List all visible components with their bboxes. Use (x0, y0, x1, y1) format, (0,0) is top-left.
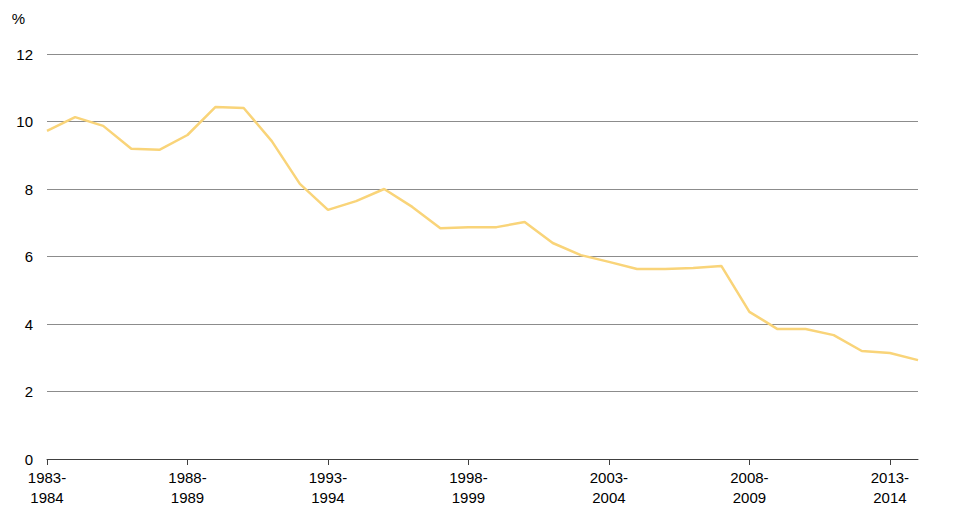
svg-text:8: 8 (25, 181, 33, 198)
svg-text:1994: 1994 (311, 489, 344, 506)
svg-text:2009: 2009 (733, 489, 766, 506)
svg-text:4: 4 (25, 316, 33, 333)
svg-text:6: 6 (25, 248, 33, 265)
svg-text:10: 10 (16, 113, 33, 130)
svg-text:2008-: 2008- (730, 469, 768, 486)
svg-text:1999: 1999 (452, 489, 485, 506)
svg-text:12: 12 (16, 46, 33, 63)
svg-text:2014: 2014 (873, 489, 906, 506)
svg-text:1989: 1989 (171, 489, 204, 506)
svg-text:1988-: 1988- (168, 469, 206, 486)
svg-text:1984: 1984 (30, 489, 63, 506)
svg-text:0: 0 (25, 451, 33, 468)
svg-text:%: % (12, 10, 25, 27)
svg-text:2003-: 2003- (590, 469, 628, 486)
svg-text:2: 2 (25, 383, 33, 400)
svg-text:1983-: 1983- (28, 469, 66, 486)
svg-text:2013-: 2013- (871, 469, 909, 486)
svg-text:2004: 2004 (592, 489, 625, 506)
svg-text:1993-: 1993- (309, 469, 347, 486)
svg-text:1998-: 1998- (449, 469, 487, 486)
